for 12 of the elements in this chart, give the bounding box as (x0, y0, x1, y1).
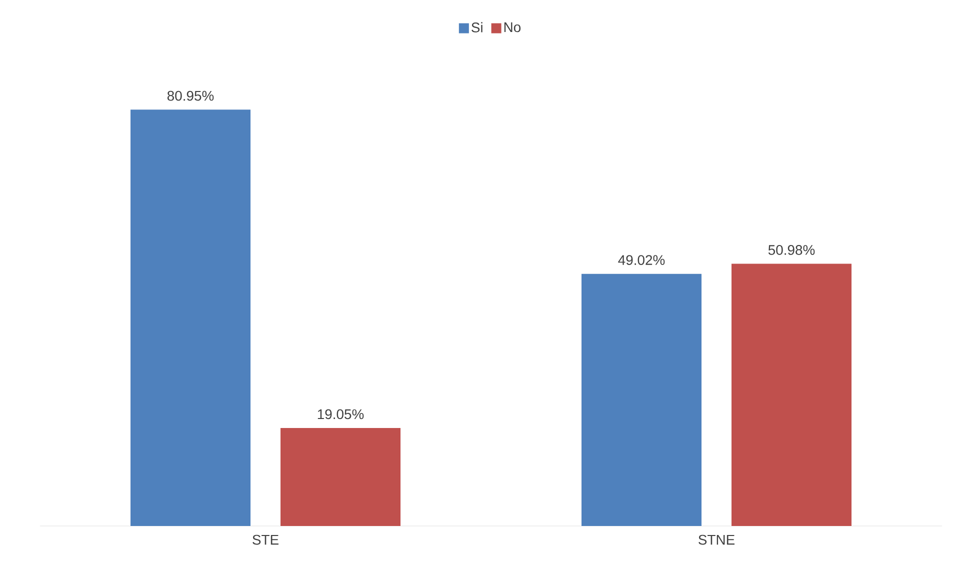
data-label: 50.98% (768, 245, 815, 255)
bar (732, 264, 852, 526)
bar (582, 274, 702, 526)
data-label: 19.05% (318, 409, 364, 420)
legend-label: No (504, 22, 521, 32)
legend-label: Si (472, 22, 482, 32)
bar (280, 428, 401, 526)
bar (130, 110, 251, 526)
x-tick-label: STNE (698, 534, 735, 545)
data-label: 80.95% (167, 90, 214, 101)
data-label: 49.02% (618, 255, 665, 265)
x-tick-label: STE (252, 534, 278, 545)
